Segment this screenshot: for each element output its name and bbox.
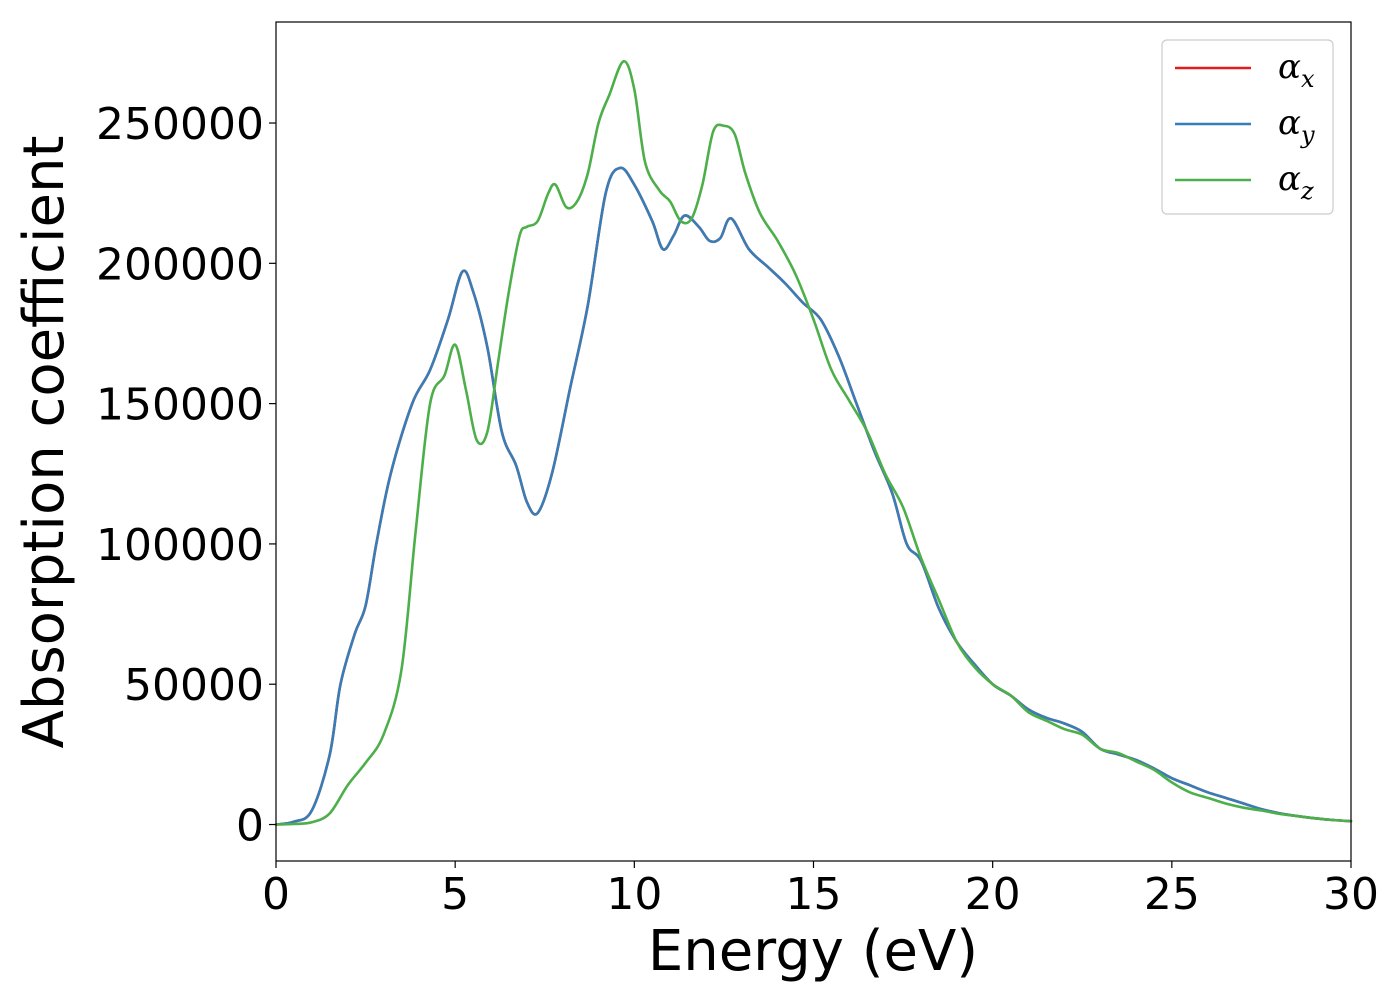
legend-subscript: x [1301, 65, 1315, 93]
y-tick-label: 100000 [96, 520, 264, 571]
series-layer [274, 60, 1353, 826]
y-axis: 0 50000 100000 150000 200000 250000 [96, 99, 276, 852]
series-line-z [274, 60, 1353, 826]
y-axis-title: Absorption coefficient [12, 136, 77, 749]
legend-label-y: αy [1278, 103, 1315, 149]
y-tick-label: 0 [236, 801, 264, 852]
legend-label-z: αz [1278, 159, 1314, 205]
legend-symbol: α [1278, 103, 1301, 143]
x-tick-label: 5 [441, 869, 469, 920]
legend-subscript: y [1300, 121, 1315, 149]
y-tick-label: 50000 [124, 660, 264, 711]
x-tick-label: 25 [1144, 869, 1200, 920]
x-tick-label: 30 [1323, 869, 1379, 920]
legend-subscript: z [1300, 177, 1314, 205]
x-axis-title: Energy (eV) [648, 919, 978, 984]
x-tick-label: 15 [786, 869, 842, 920]
x-tick-label: 10 [606, 869, 662, 920]
y-tick-label: 200000 [96, 239, 264, 290]
x-tick-label: 0 [262, 869, 290, 920]
legend-symbol: α [1278, 159, 1301, 199]
y-tick-label: 150000 [96, 380, 264, 431]
series-line-x [274, 166, 1353, 826]
x-axis: 0 5 10 15 20 25 30 [262, 861, 1379, 920]
series-line-y [274, 166, 1353, 826]
y-tick-label: 250000 [96, 99, 264, 150]
legend-symbol: α [1278, 47, 1301, 87]
legend-label-x: αx [1278, 47, 1315, 93]
x-tick-label: 20 [965, 869, 1021, 920]
legend-box [1161, 39, 1334, 215]
